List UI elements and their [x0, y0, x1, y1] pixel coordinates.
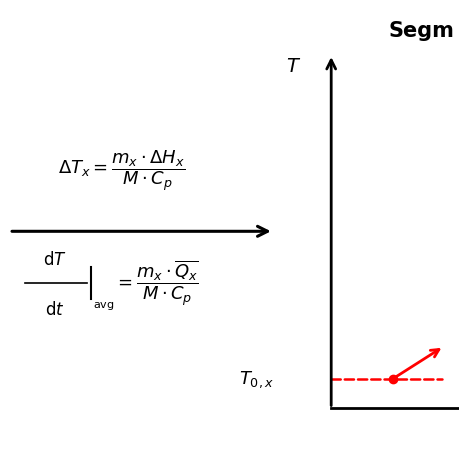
Text: $\Delta T_x = \dfrac{m_x \cdot \Delta H_x}{M \cdot C_p}$: $\Delta T_x = \dfrac{m_x \cdot \Delta H_… — [58, 147, 185, 192]
Text: $T_{0,x}$: $T_{0,x}$ — [238, 369, 273, 389]
Text: $\mathrm{d}t$: $\mathrm{d}t$ — [45, 301, 65, 319]
Text: $\mathrm{d}T$: $\mathrm{d}T$ — [43, 251, 67, 269]
Text: $= \dfrac{m_x \cdot \overline{Q_x}}{M \cdot C_p}$: $= \dfrac{m_x \cdot \overline{Q_x}}{M \c… — [114, 258, 198, 308]
Text: Segm: Segm — [388, 21, 453, 40]
Text: $\mathrm{avg}$: $\mathrm{avg}$ — [93, 299, 114, 311]
Text: $T$: $T$ — [285, 57, 301, 76]
